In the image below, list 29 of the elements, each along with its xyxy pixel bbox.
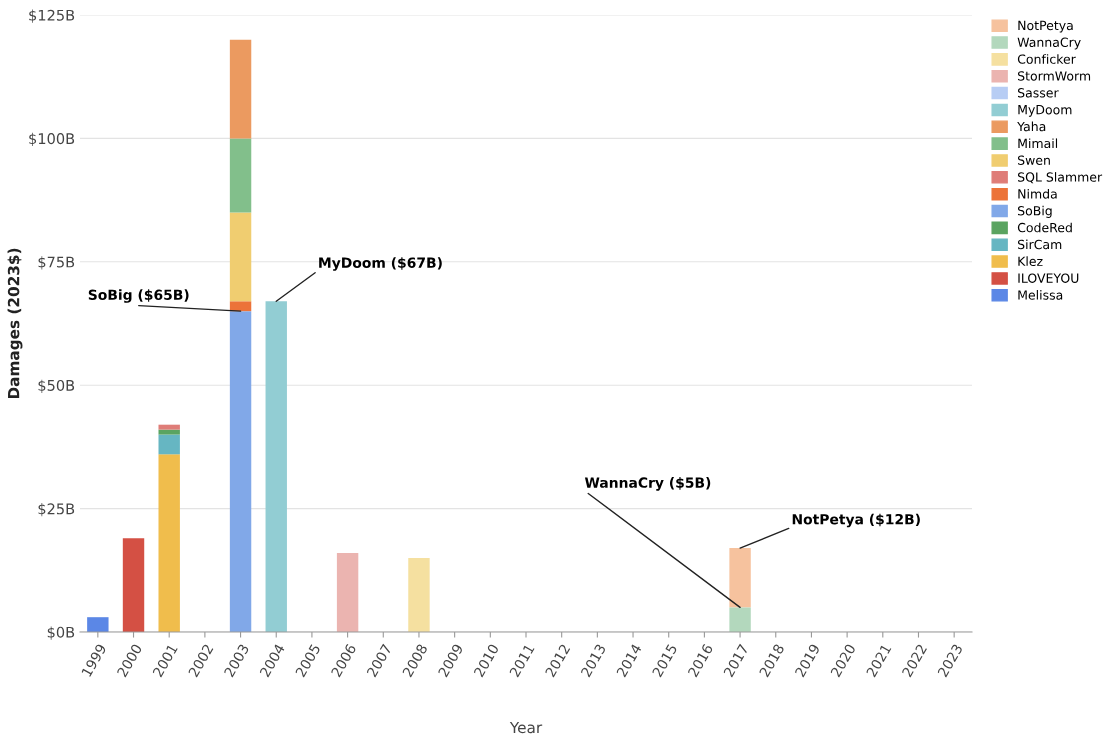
legend-label: NotPetya: [1018, 20, 1073, 33]
legend-label: SoBig: [1017, 205, 1052, 218]
legend-label: SQL Slammer: [1017, 172, 1103, 184]
legend-label: Mimail: [1018, 138, 1058, 149]
legend-label: Swen: [1017, 155, 1050, 165]
x-axis-title: Year: [509, 721, 543, 734]
legend-label: Conficker: [1017, 54, 1076, 64]
legend-label: Melissa: [1018, 290, 1063, 300]
legend-label: StormWorm: [1017, 71, 1091, 81]
legend-label: WannaCry: [1017, 37, 1081, 50]
y-tick-label: $125B: [29, 9, 75, 23]
legend-label: Yaha: [1017, 121, 1046, 132]
legend-label: Klez: [1018, 256, 1043, 267]
y-tick-label: $50B: [38, 379, 75, 393]
legend-label: SirCam: [1017, 239, 1062, 250]
legend-label: ILOVEYOU: [1018, 273, 1079, 283]
annotation: MyDoom ($67B): [319, 257, 442, 271]
y-tick-label: $25B: [38, 503, 75, 517]
legend-label: Sasser: [1017, 88, 1059, 98]
annotation: SoBig ($65B): [88, 289, 189, 303]
annotation: NotPetya ($12B): [792, 513, 920, 528]
y-tick-label: $0B: [47, 626, 75, 640]
legend-label: MyDoom: [1018, 105, 1072, 117]
legend-label: CodeRed: [1017, 222, 1072, 233]
y-tick-label: $75B: [38, 256, 75, 270]
y-axis-title: Damages (2023$): [7, 248, 23, 399]
legend-label: Nimda: [1018, 188, 1057, 199]
y-tick-label: $100B: [29, 132, 75, 147]
annotation: WannaCry ($5B): [584, 477, 711, 491]
